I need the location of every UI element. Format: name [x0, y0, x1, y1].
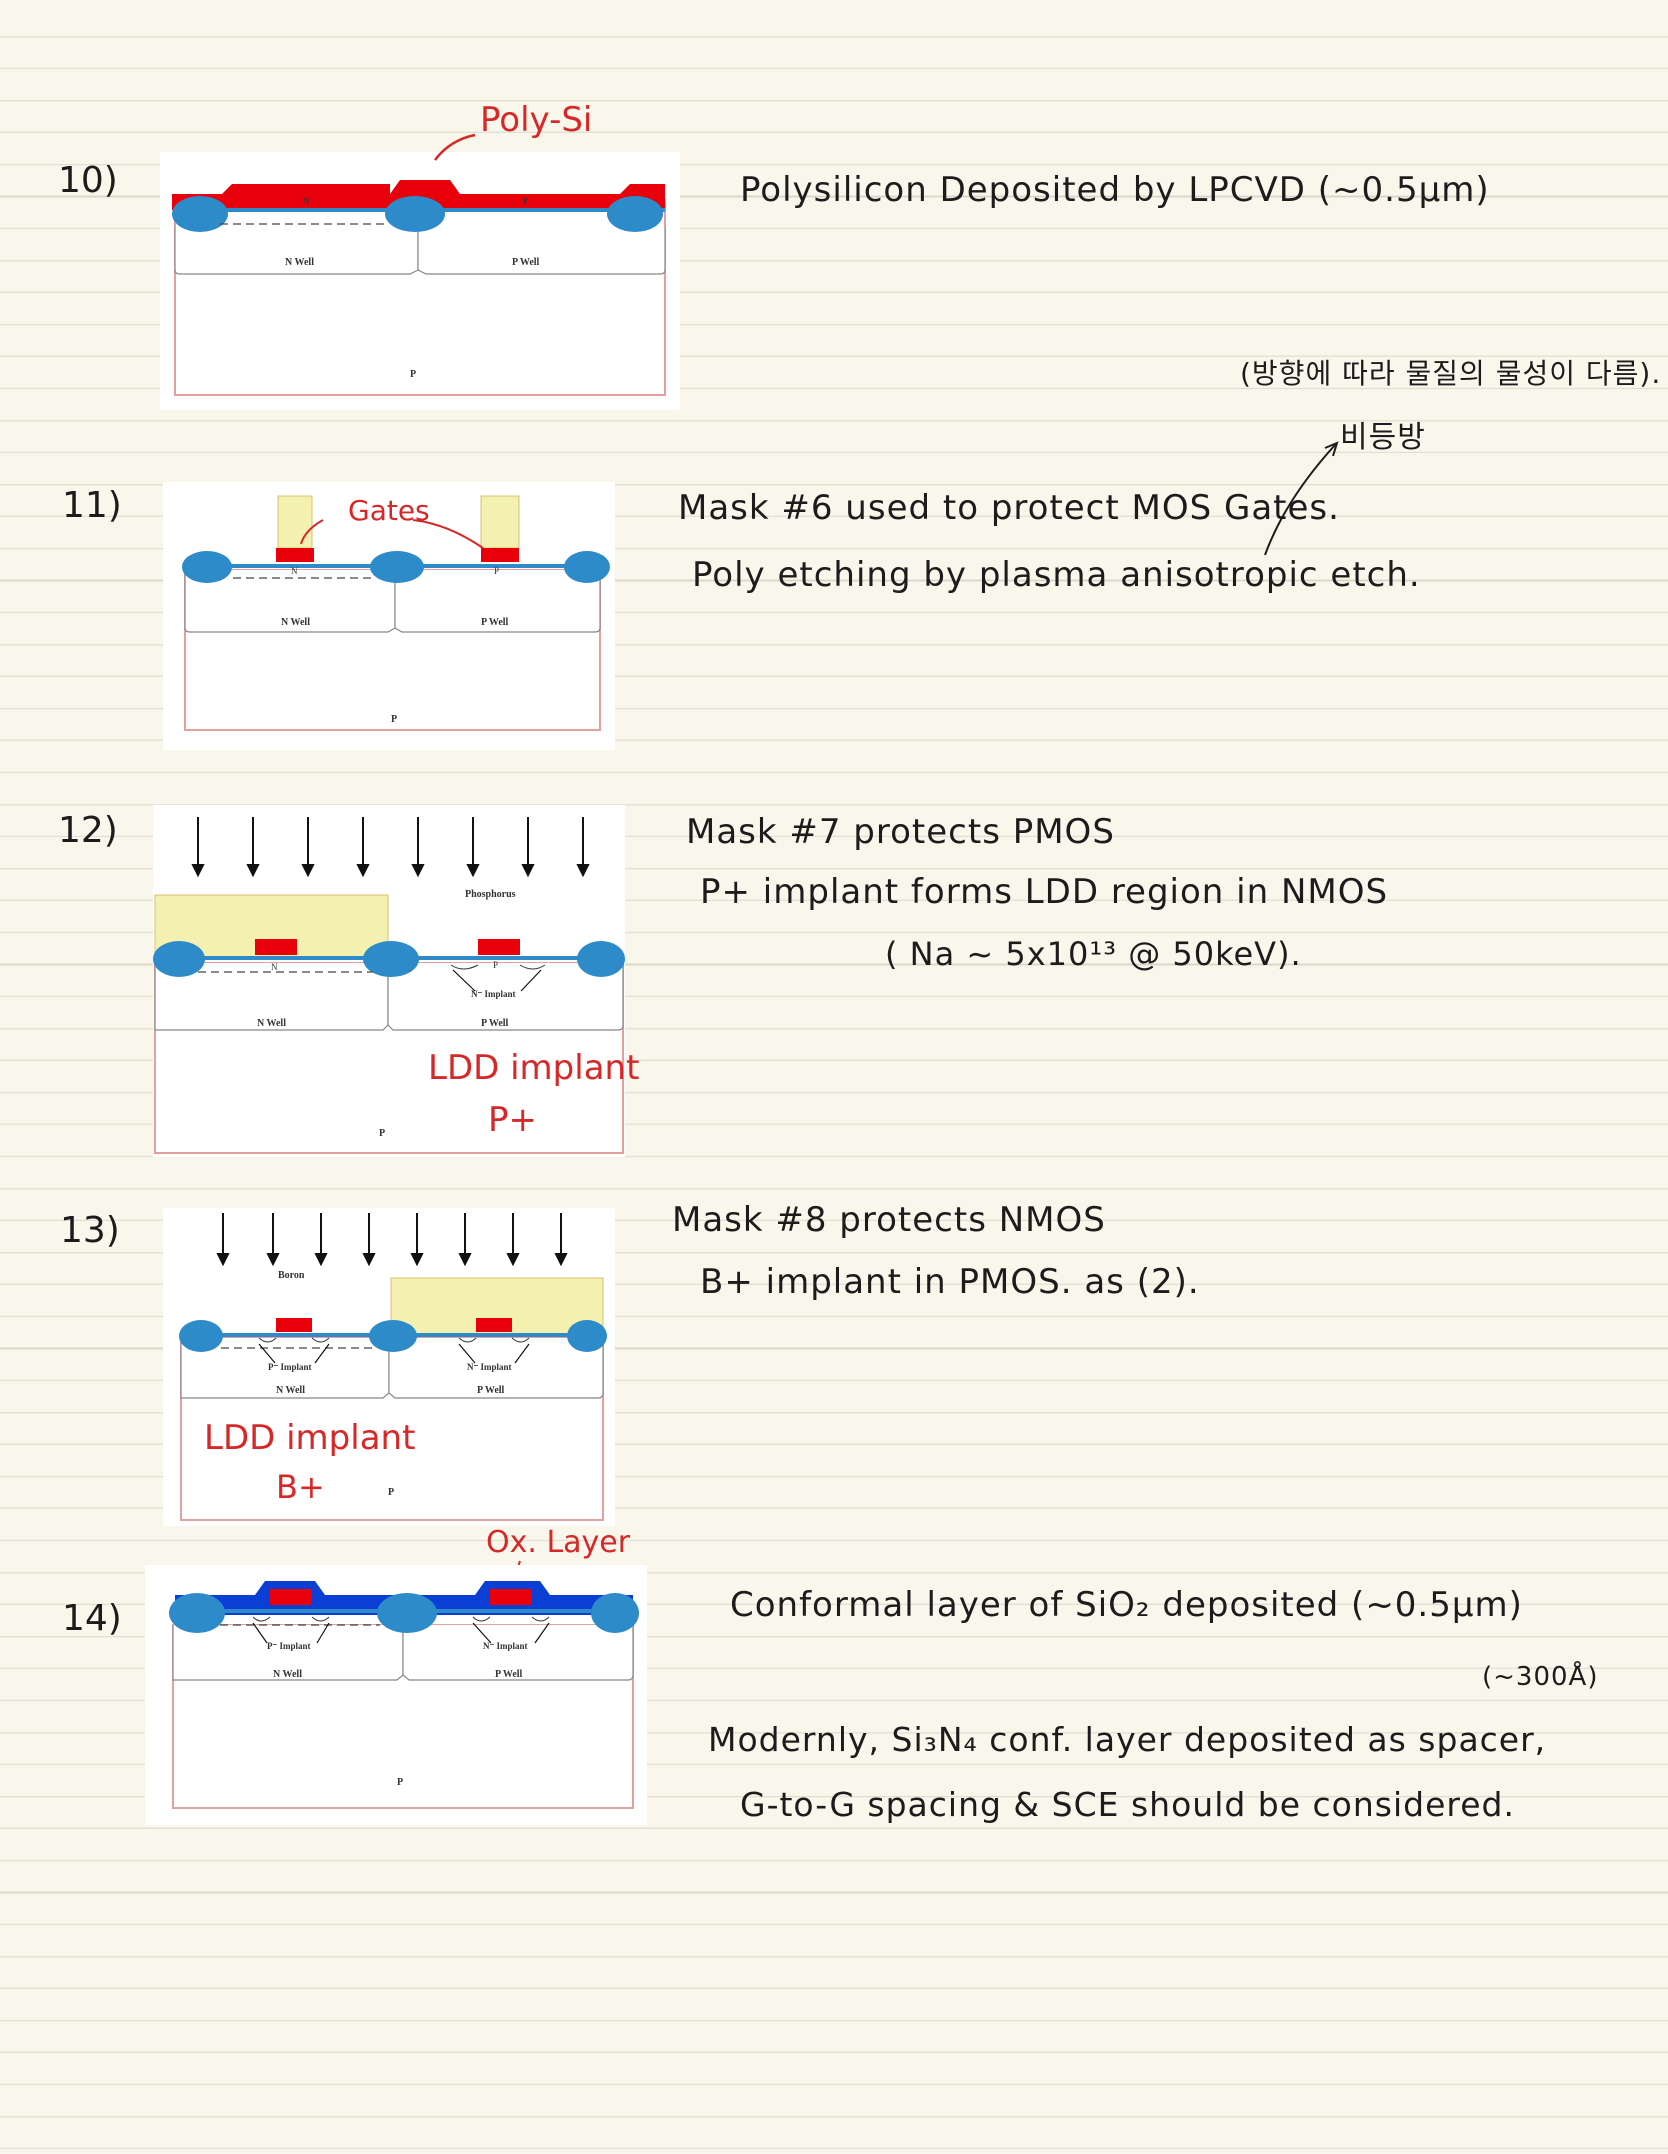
n-well-label: N Well	[257, 1018, 286, 1029]
n-implant-label: N⁻ Implant	[467, 1362, 512, 1372]
p-well-label: P Well	[495, 1669, 523, 1680]
n-region-label: N	[303, 196, 310, 206]
ldd-implant-annotation: LDD implant	[204, 1418, 416, 1458]
ldd-implant-ion-annotation: P+	[488, 1100, 537, 1140]
p-implant-label: P⁻ Implant	[267, 1641, 311, 1651]
p-well-label: P Well	[512, 257, 540, 268]
caption-step-14-line-3: Modernly, Si₃N₄ conf. layer deposited as…	[708, 1720, 1547, 1759]
ldd-implant-ion-annotation: B+	[276, 1468, 325, 1506]
p-region-label: P	[523, 196, 528, 206]
figure-step-10: N P N Well P Well P	[160, 152, 680, 410]
caption-step-14-line-1: Conformal layer of SiO₂ deposited (~0.5μ…	[730, 1585, 1523, 1625]
substrate-label: P	[397, 1777, 403, 1788]
n-well-label: N Well	[273, 1669, 302, 1680]
caption-step-12-line-1: Mask #7 protects PMOS	[686, 812, 1115, 852]
gates-annotation: Gates	[348, 494, 430, 527]
step-number-10: 10)	[58, 160, 118, 201]
substrate-label: P	[391, 714, 397, 725]
phosphorus-label: Phosphorus	[465, 889, 516, 900]
implant-arrows	[216, 1213, 568, 1267]
note-anisotropic-word: 비등방	[1340, 420, 1426, 455]
n-region-label: N	[291, 566, 298, 576]
step-number-13: 13)	[60, 1210, 120, 1251]
step-number-12: 12)	[58, 810, 118, 851]
caption-step-11-line-1: Mask #6 used to protect MOS Gates.	[678, 488, 1340, 528]
p-well-label: P Well	[477, 1385, 505, 1396]
substrate-label: P	[379, 1128, 385, 1139]
figure-step-14: P⁻ Implant N⁻ Implant N Well P Well P	[145, 1565, 647, 1825]
step-number-14: 14)	[62, 1598, 122, 1639]
p-region-label: P	[493, 960, 498, 970]
caption-step-13-line-1: Mask #8 protects NMOS	[672, 1200, 1106, 1240]
boron-label: Boron	[278, 1270, 305, 1281]
n-well-label: N Well	[276, 1385, 305, 1396]
caption-step-10: Polysilicon Deposited by LPCVD (~0.5μm)	[740, 170, 1490, 210]
p-implant-label: P⁻ Implant	[268, 1362, 312, 1372]
poly-si-pointer	[434, 133, 476, 161]
n-implant-label: N⁻ Implant	[483, 1641, 528, 1651]
implant-arrows	[191, 817, 590, 878]
note-anisotropic-meaning: (방향에 따라 물질의 물성이 다름).	[1240, 357, 1662, 390]
n-region-label: N	[271, 962, 278, 972]
figure-step-13: Boron P⁻ Implant N⁻ Implant N Well P Wel…	[163, 1208, 615, 1526]
step-number-11: 11)	[62, 485, 122, 526]
caption-step-12-line-3: ( Na ~ 5x10¹³ @ 50keV).	[885, 935, 1302, 973]
caption-step-11-line-2: Poly etching by plasma anisotropic etch.	[692, 555, 1421, 595]
poly-si-annotation: Poly-Si	[480, 100, 593, 140]
caption-step-14-line-4: G-to-G spacing & SCE should be considere…	[740, 1785, 1515, 1824]
p-well-label: P Well	[481, 617, 509, 628]
n-well-label: N Well	[281, 617, 310, 628]
caption-step-13-line-2: B+ implant in PMOS. as (2).	[700, 1262, 1200, 1302]
substrate-label: P	[410, 369, 416, 380]
n-implant-label: N⁻ Implant	[471, 989, 516, 999]
p-region-label: P	[494, 566, 499, 576]
figure-step-12: Phosphorus N P N⁻ Implant N Well P Well …	[153, 805, 625, 1157]
n-well-label: N Well	[285, 257, 314, 268]
p-well-label: P Well	[481, 1018, 509, 1029]
note-pointer	[1264, 441, 1339, 556]
caption-step-14-line-2: (~300Å)	[1482, 1662, 1599, 1692]
caption-step-12-line-2: P+ implant forms LDD region in NMOS	[700, 872, 1389, 912]
figure-step-11: N P N Well P Well P	[163, 482, 615, 750]
ldd-implant-annotation: LDD implant	[428, 1048, 640, 1088]
ox-layer-annotation: Ox. Layer	[486, 1525, 631, 1560]
substrate-label: P	[388, 1487, 394, 1498]
